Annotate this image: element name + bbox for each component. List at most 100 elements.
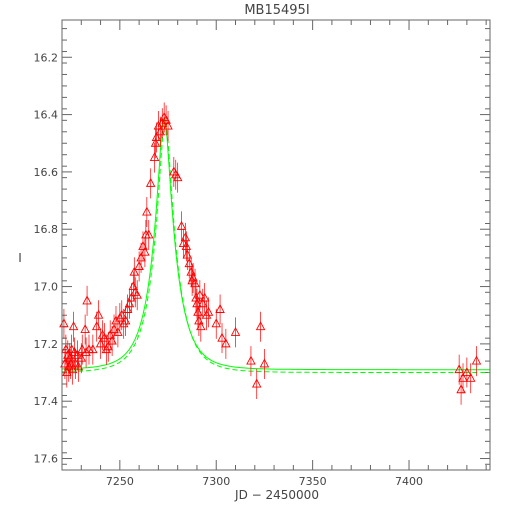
axis-ticks: 7250 7300 7350 7400 16.2 16.4 16.6 16.8 17.0 17.2… (34, 20, 490, 488)
data-point (140, 237, 150, 268)
chart-title: MB15495I (244, 3, 309, 18)
triangle-marker (80, 324, 90, 334)
model-curve-solid (62, 116, 490, 371)
data-point (456, 374, 466, 405)
triangle-marker (72, 349, 83, 359)
data-point (122, 294, 133, 325)
triangle-marker (140, 246, 150, 256)
data-point (180, 222, 191, 253)
data-point (150, 128, 161, 159)
data-point (230, 317, 241, 348)
triangle-marker (68, 321, 79, 331)
y-axis-label: I (18, 251, 22, 265)
data-point (190, 268, 200, 299)
data-point (163, 111, 173, 142)
data-point (134, 251, 144, 282)
data-point (117, 300, 127, 331)
y-tick-label: 17.4 (34, 395, 59, 408)
data-point (172, 162, 183, 193)
data-point (93, 300, 104, 331)
data-point (255, 311, 266, 342)
data-point (82, 285, 92, 316)
data-point (259, 348, 270, 379)
data-point (203, 297, 214, 328)
triangle-marker (203, 306, 214, 316)
data-point (68, 311, 79, 342)
data-point (72, 340, 83, 371)
data-point (217, 323, 227, 354)
triangle-marker (180, 232, 191, 242)
y-tick-label: 16.8 (34, 223, 59, 236)
data-point (199, 283, 210, 314)
triangle-marker (454, 364, 464, 374)
triangle-marker (246, 355, 256, 365)
model-curve-dashed (62, 118, 490, 373)
triangle-marker (471, 355, 482, 365)
triangle-marker (81, 347, 91, 356)
triangle-marker (199, 292, 210, 302)
data-points (59, 102, 482, 405)
data-point (59, 308, 69, 339)
triangle-marker (221, 338, 231, 348)
data-point (181, 231, 192, 262)
data-point (95, 328, 106, 359)
triangle-marker (465, 372, 476, 382)
data-point (77, 334, 87, 365)
y-tick-label: 17.2 (34, 338, 59, 351)
triangle-marker (193, 306, 203, 316)
plot-frame (61, 19, 491, 471)
triangle-marker (255, 321, 266, 331)
data-point (132, 280, 142, 311)
data-point (73, 351, 84, 382)
triangle-marker (259, 358, 270, 368)
data-point (149, 142, 160, 173)
y-tick-label: 16.4 (34, 109, 59, 122)
y-tick-label: 17.0 (34, 281, 59, 294)
x-axis-label: JD − 2450000 (234, 488, 319, 502)
triangle-marker (458, 372, 468, 382)
triangle-marker (462, 367, 472, 376)
triangle-marker (176, 220, 187, 230)
data-point (151, 122, 162, 153)
data-point (136, 242, 146, 273)
triangle-marker (149, 152, 160, 162)
data-point (196, 311, 206, 342)
data-point (129, 257, 140, 288)
triangle-marker (190, 278, 200, 288)
data-point (246, 346, 256, 377)
data-point (462, 357, 472, 388)
data-point (221, 328, 231, 359)
triangle-marker (150, 137, 161, 147)
data-point (471, 346, 482, 377)
triangle-marker (82, 295, 92, 305)
data-point (454, 354, 464, 385)
x-tick-label: 7300 (202, 475, 230, 488)
triangle-marker (195, 289, 205, 299)
x-tick-label: 7350 (299, 475, 327, 488)
x-tick-label: 7400 (395, 475, 423, 488)
data-point (105, 320, 115, 351)
triangle-marker (163, 120, 173, 130)
triangle-marker (181, 240, 192, 250)
data-point (211, 308, 221, 339)
triangle-marker (129, 266, 140, 276)
y-tick-label: 17.6 (34, 453, 59, 466)
data-point (176, 211, 187, 242)
data-point (76, 343, 87, 374)
triangle-marker (73, 361, 84, 371)
data-point (144, 219, 154, 250)
triangle-marker (251, 378, 262, 388)
data-point (142, 197, 152, 228)
triangle-marker (144, 229, 154, 239)
triangle-marker (172, 172, 183, 182)
triangle-marker (132, 289, 142, 299)
model-curves (62, 116, 490, 373)
triangle-marker (192, 298, 202, 308)
triangle-marker (230, 326, 241, 336)
data-point (120, 305, 131, 336)
triangle-marker (77, 344, 87, 354)
y-tick-label: 16.6 (34, 166, 59, 179)
triangle-marker (142, 206, 152, 216)
data-point (192, 288, 202, 319)
